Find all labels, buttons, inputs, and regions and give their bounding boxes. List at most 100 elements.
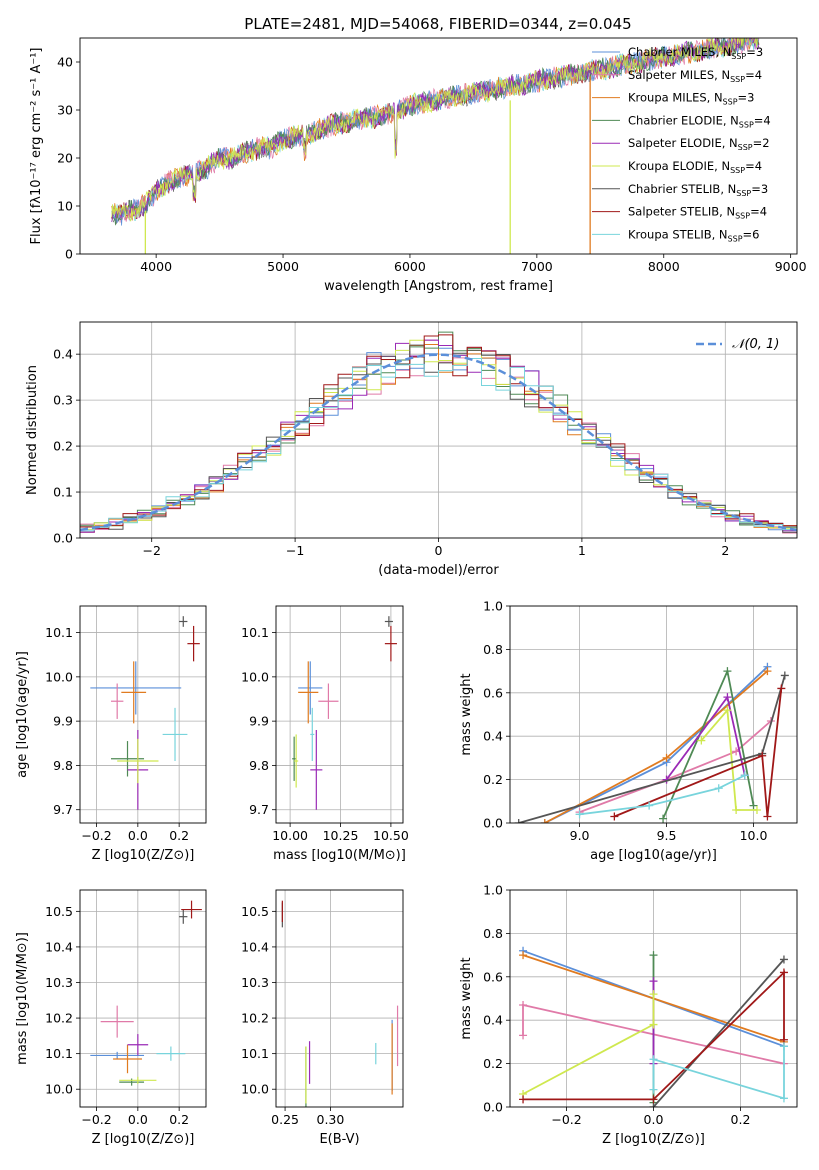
normal-reference-curve: [80, 353, 797, 532]
y-tick-label: 10.3: [45, 975, 73, 990]
mass-weight-line-salpeter-stelib: [614, 688, 783, 818]
age_vs_mass-plot-area: [276, 606, 403, 823]
y-tick-label: 10.1: [241, 625, 269, 640]
errorbar-point: [110, 741, 145, 777]
plus-marker: [749, 801, 758, 810]
mass_weight_vs_age-plot-area: [510, 606, 797, 823]
mass_weight_vs_Z-panel: −0.2 0.0 0.2 0.0 0.2 0.4 0.6 0.8 1.0 Z [log10(Z/Z…: [459, 883, 798, 1147]
mass-weight-line-chabrier-stelib: [652, 958, 785, 1107]
x-tick-label: 0.0: [128, 1112, 148, 1127]
y-tick-label: 0.6: [483, 685, 503, 700]
y-tick-label: 20: [57, 151, 73, 166]
errorbar-point: [100, 1005, 134, 1038]
errorbar-point: [119, 1076, 157, 1084]
plus-marker: [732, 805, 741, 814]
legend-entry: 𝒩(0, 1): [732, 337, 779, 352]
x-tick-label: 10.0: [740, 828, 768, 843]
errorbar-point: [110, 683, 124, 719]
x-tick-label: 5000: [267, 259, 299, 274]
age_vs_mass-panel: 10.00 10.25 10.50 9.7 9.8 9.9 10.0 10.1 mass [lo…: [241, 605, 409, 863]
y-tick-label: 9.9: [249, 714, 269, 729]
y-tick-label: 10.3: [241, 975, 269, 990]
errorbar-point: [294, 734, 299, 788]
plus-marker: [697, 736, 706, 745]
plus-marker: [723, 693, 732, 702]
x-tick-label: 10.50: [373, 828, 409, 843]
y-tick-label: 0.4: [483, 729, 503, 744]
plus-marker: [649, 1055, 658, 1064]
plus-marker: [645, 801, 654, 810]
errorbar-point: [292, 736, 297, 781]
y-tick-label: 10.0: [45, 669, 73, 684]
y-tick-label: 0.2: [53, 439, 73, 454]
y-tick-label: 0.2: [483, 772, 503, 787]
age_vs_mass-frame: [275, 605, 404, 824]
figure-title: PLATE=2481, MJD=54068, FIBERID=0344, z=0…: [244, 15, 631, 33]
y-tick-label: 1.0: [483, 883, 503, 898]
residual-histogram-kroupa-stelib: [80, 358, 797, 531]
plus-marker: [723, 706, 732, 715]
mass_vs_Z-plot-area: [80, 890, 206, 1107]
x-axis-label: mass [log10(M/M⊙)]: [273, 848, 406, 863]
y-tick-label: 0.0: [483, 1100, 503, 1115]
residual-histogram-salpeter-stelib: [80, 334, 797, 529]
x-axis-label: Z [log10(Z/Z⊙)]: [92, 1132, 195, 1147]
errorbar-point: [179, 616, 188, 627]
mass_weight_vs_age-panel: 9.0 9.5 10.0 0.0 0.2 0.4 0.6 0.8 1.0 age [log10(a…: [459, 599, 798, 863]
spectrum-frame: [79, 37, 798, 255]
mass_vs_ebv-plot-area: [276, 890, 403, 1107]
plus-marker: [740, 771, 749, 780]
mass-weight-line-kroupa-elodie: [700, 707, 757, 811]
plus-marker: [763, 667, 772, 676]
residuals-panel: −2 −1 0 1 2 0.0 0.1 0.2 0.3 0.4 (data-model)/error…: [25, 321, 798, 578]
y-tick-label: 10.4: [45, 939, 73, 954]
y-axis-label: age [log10(age/yr)]: [15, 651, 30, 778]
mass_vs_Z-panel: −0.2 0.0 0.2 10.0 10.1 10.2 10.3 10.4 10.5 Z [log…: [15, 889, 207, 1147]
x-axis-label: wavelength [Angstrom, rest frame]: [324, 279, 553, 294]
legend-entry: Chabrier STELIB, NSSP=3: [628, 182, 768, 198]
errorbar-point: [162, 707, 188, 761]
x-tick-label: 0: [435, 543, 443, 558]
plus-marker: [649, 990, 658, 999]
x-axis-label: (data-model)/error: [378, 563, 499, 578]
y-tick-label: 10.0: [241, 1082, 269, 1097]
plus-marker: [714, 784, 723, 793]
y-tick-label: 10.1: [45, 1046, 73, 1061]
spectrum-legend: Chabrier MILES, NSSP=3 Salpeter MILES, NS…: [592, 45, 771, 243]
plus-marker: [662, 753, 671, 762]
y-axis-label: Normed distribution: [25, 365, 40, 495]
mass_weight_vs_Z-frame: [509, 889, 798, 1108]
mass_weight_vs_age-frame: [509, 605, 798, 824]
y-tick-label: 10.1: [241, 1046, 269, 1061]
plus-marker: [514, 819, 523, 823]
plus-marker: [649, 951, 658, 960]
legend-entry: Chabrier MILES, NSSP=3: [628, 45, 763, 61]
mass_vs_ebv-panel: 0.25 0.30 10.0 10.1 10.2 10.3 10.4 10.5 E(B-V): [241, 889, 404, 1147]
legend-entry: Kroupa STELIB, NSSP=6: [628, 227, 759, 243]
plus-marker: [779, 968, 788, 977]
y-tick-label: 0: [65, 247, 73, 262]
errorbar-point: [298, 661, 319, 724]
age_vs_Z-plot-area: [80, 606, 206, 823]
errorbar-point: [318, 683, 339, 719]
y-tick-label: 10.5: [241, 904, 269, 919]
y-tick-label: 9.7: [53, 802, 73, 817]
plus-marker: [780, 671, 789, 680]
age_vs_Z-frame: [79, 605, 207, 824]
mass-weight-line-salpeter-miles: [579, 720, 772, 813]
plus-marker: [779, 955, 788, 964]
legend-entry: Kroupa ELODIE, NSSP=4: [628, 159, 762, 175]
plus-marker: [758, 751, 767, 760]
x-tick-label: −0.2: [81, 828, 111, 843]
legend-entry: Chabrier ELODIE, NSSP=4: [628, 113, 771, 129]
x-tick-label: 10.25: [323, 828, 359, 843]
x-axis-label: Z [log10(Z/Z⊙)]: [602, 1132, 705, 1147]
errorbar-point: [90, 661, 182, 715]
age_vs_Z-panel: −0.2 0.0 0.2 9.7 9.8 9.9 10.0 10.1 Z [log10(Z/Z⊙…: [15, 605, 207, 863]
errorbar-point: [187, 625, 200, 662]
errorbar-point: [119, 1078, 145, 1086]
errorbar-point: [121, 661, 147, 724]
errorbar-point: [90, 1051, 145, 1059]
legend-entry: Salpeter STELIB, NSSP=4: [628, 205, 767, 221]
